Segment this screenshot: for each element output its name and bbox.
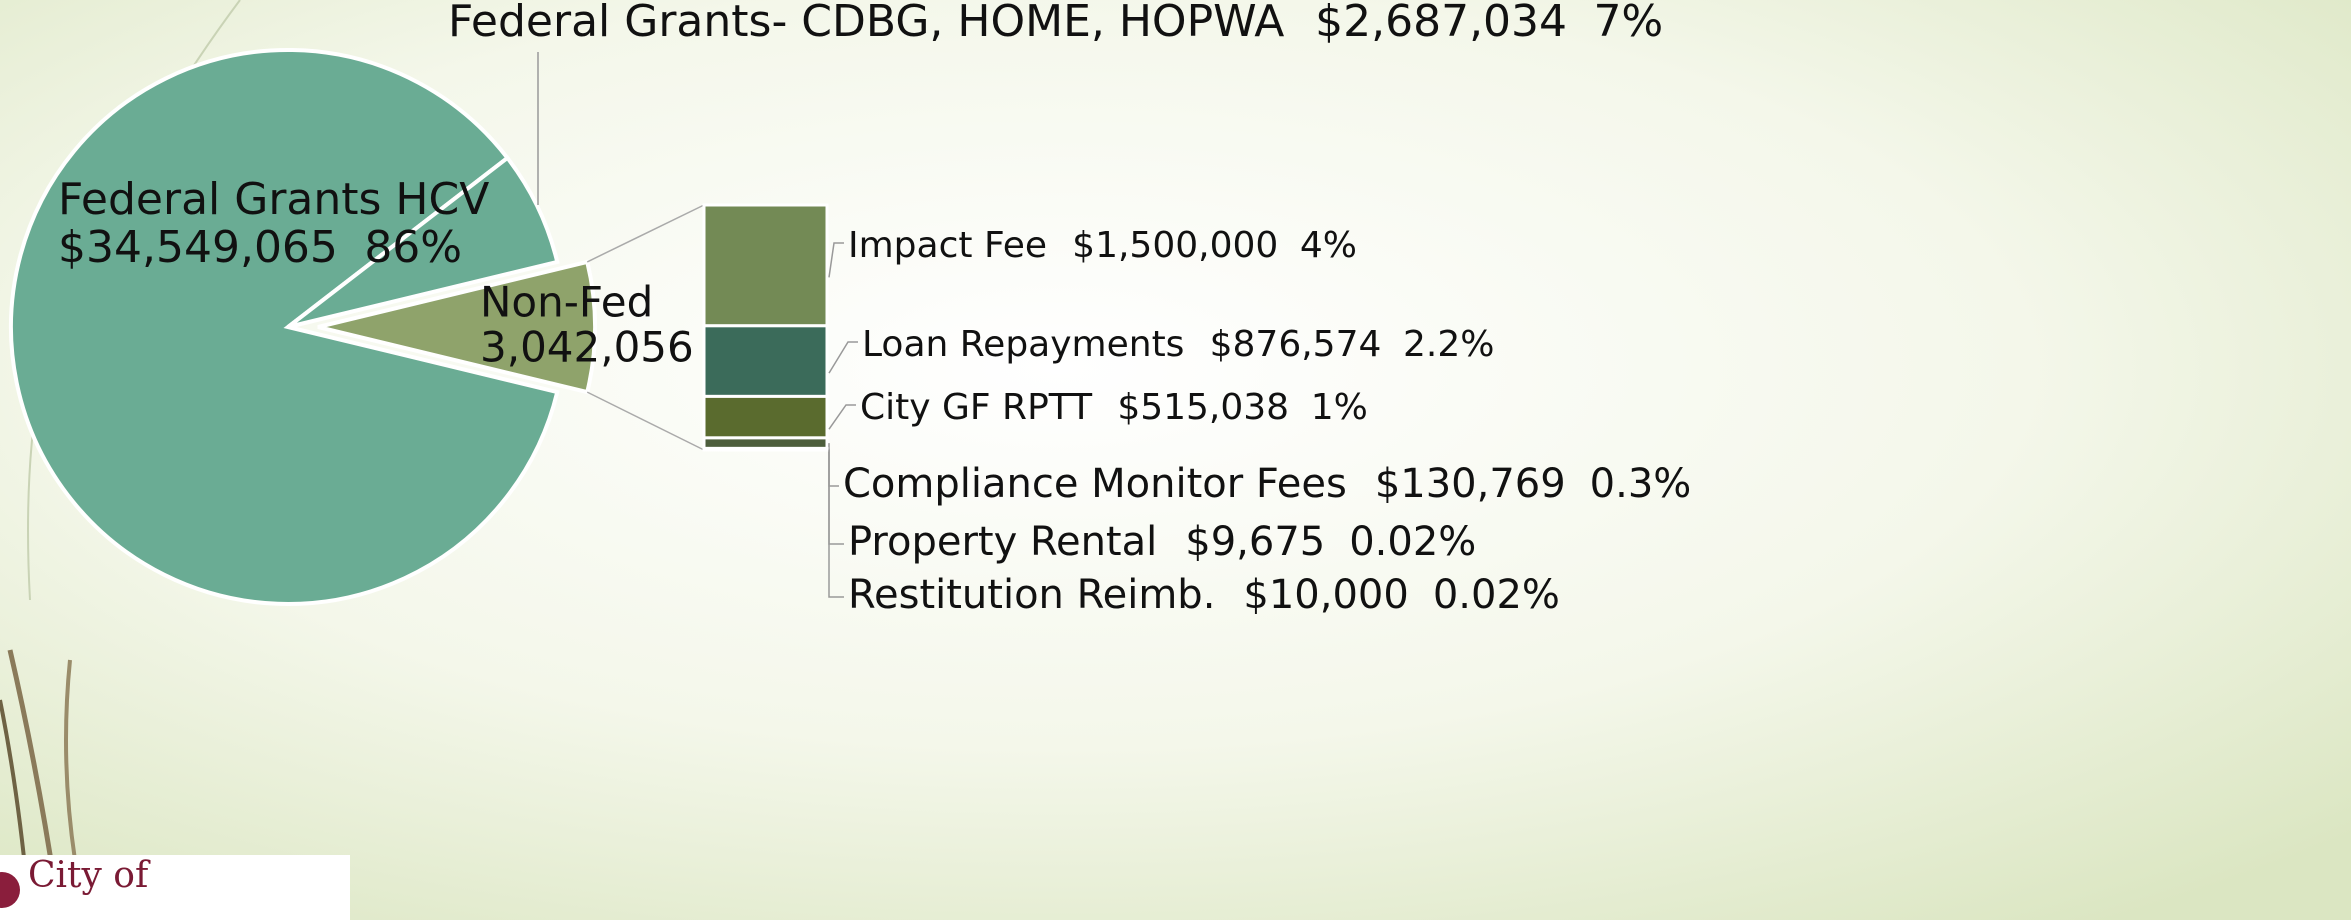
slice-value: $34,549,065 <box>58 222 338 273</box>
bar-value: $130,769 <box>1375 461 1566 507</box>
bar-label: Compliance Monitor Fees <box>843 461 1347 507</box>
pie-slice <box>286 155 560 329</box>
bar-segment <box>702 203 829 328</box>
leader-line <box>828 242 844 278</box>
bar-segment <box>702 436 829 450</box>
bar-percent: 0.02% <box>1349 519 1476 565</box>
bar-percent: 4% <box>1300 225 1357 266</box>
bar-value: $10,000 <box>1243 572 1408 618</box>
logo-box <box>0 855 350 920</box>
logo-mark <box>0 872 20 908</box>
bar-segment <box>702 394 829 440</box>
connector <box>586 391 705 451</box>
bar-percent: 1% <box>1311 387 1368 428</box>
slice-label: Non-Fed <box>480 278 653 327</box>
bar-percent: 2.2% <box>1403 324 1494 365</box>
slice-value: $2,687,034 <box>1315 0 1567 47</box>
slice-percent: 7% <box>1593 0 1663 47</box>
bar-value: $9,675 <box>1185 519 1325 565</box>
bar-label: Property Rental <box>848 519 1157 565</box>
decor-line <box>64 659 77 861</box>
slice-label: Federal Grants HCV <box>58 174 489 225</box>
slice-percent: 86% <box>364 222 462 273</box>
leader-line <box>828 449 844 598</box>
bar-segment <box>702 447 829 452</box>
bar-value: $515,038 <box>1117 387 1289 428</box>
bar-label: Loan Repayments <box>862 324 1184 365</box>
bar-label: Restitution Reimb. <box>848 572 1215 618</box>
bar-value: $876,574 <box>1210 324 1382 365</box>
connector <box>586 204 705 263</box>
leader-line <box>828 404 856 430</box>
bar-segment <box>702 324 829 398</box>
bar-label: City GF RPTT <box>860 387 1093 428</box>
slice-label: Federal Grants- CDBG, HOME, HOPWA <box>448 0 1284 47</box>
bar-value: $1,500,000 <box>1072 225 1278 266</box>
pie-slice <box>9 48 560 606</box>
bar-percent: 0.3% <box>1590 461 1692 507</box>
leader-line <box>828 341 858 374</box>
bar-label: Impact Fee <box>848 225 1047 266</box>
slice-value: 3,042,056 <box>480 323 694 372</box>
bar-percent: 0.02% <box>1433 572 1560 618</box>
pie-slice <box>317 259 597 395</box>
logo-text: City of <box>28 855 151 896</box>
